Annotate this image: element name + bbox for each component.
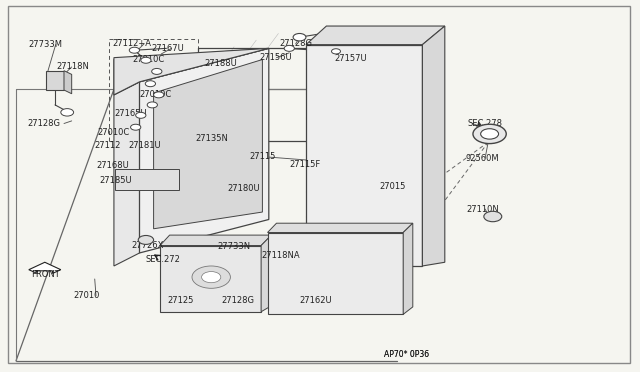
Text: AP70* 0P36: AP70* 0P36 [384,350,429,359]
Text: 27167U: 27167U [152,44,184,53]
Text: 27188U: 27188U [205,59,237,68]
Circle shape [145,81,156,87]
Text: 27110N: 27110N [466,205,499,214]
Text: 27010: 27010 [74,291,100,300]
Polygon shape [403,223,413,314]
Text: 27010C: 27010C [97,128,129,137]
Text: 27185U: 27185U [99,176,132,185]
Text: 27181U: 27181U [128,141,161,150]
Text: 27010C: 27010C [132,55,164,64]
Polygon shape [268,223,413,232]
Text: 92560M: 92560M [466,154,500,163]
Text: FRONT: FRONT [31,270,60,279]
Polygon shape [268,232,403,314]
Circle shape [202,272,221,283]
Circle shape [152,68,162,74]
Text: 27165U: 27165U [114,109,147,118]
Circle shape [147,102,157,108]
Text: 27112: 27112 [95,141,121,150]
Text: 27733N: 27733N [218,242,251,251]
Polygon shape [306,26,445,45]
Text: 27112+A: 27112+A [112,39,151,48]
Polygon shape [46,71,64,90]
Text: 27168U: 27168U [96,161,129,170]
Polygon shape [114,48,269,95]
Polygon shape [115,169,179,190]
Text: 27180U: 27180U [228,185,260,193]
Polygon shape [160,235,271,246]
Circle shape [136,112,146,118]
Text: 27010C: 27010C [140,90,172,99]
Text: 27162U: 27162U [300,296,332,305]
Circle shape [284,45,294,51]
Circle shape [129,47,140,53]
Text: 27135N: 27135N [196,134,228,143]
Polygon shape [154,60,262,229]
Text: SEC.272: SEC.272 [146,255,180,264]
Polygon shape [29,262,61,273]
Polygon shape [160,246,261,312]
Text: 27733M: 27733M [29,40,63,49]
Text: 27128G: 27128G [221,296,255,305]
Polygon shape [261,235,271,312]
Text: 27157U: 27157U [334,54,367,63]
Text: 27015: 27015 [380,182,406,191]
Text: 27128G: 27128G [28,119,61,128]
Text: 27156U: 27156U [260,53,292,62]
Polygon shape [114,82,140,266]
Polygon shape [422,26,445,266]
Text: 27118NA: 27118NA [261,251,300,260]
Circle shape [192,266,230,288]
Circle shape [481,129,499,139]
Circle shape [293,33,306,41]
Text: AP70* 0P36: AP70* 0P36 [384,350,429,359]
Circle shape [131,124,141,130]
Circle shape [61,109,74,116]
Text: 27115: 27115 [250,153,276,161]
Circle shape [332,49,340,54]
Text: 27128G: 27128G [279,39,312,48]
Text: 27118N: 27118N [56,62,89,71]
Polygon shape [64,71,72,94]
Circle shape [154,92,164,98]
Polygon shape [306,45,422,266]
Polygon shape [140,48,269,253]
FancyBboxPatch shape [8,6,630,363]
Circle shape [138,235,154,244]
Text: 27115F: 27115F [289,160,321,169]
Text: SEC.278: SEC.278 [467,119,502,128]
Text: 27726X: 27726X [132,241,164,250]
Polygon shape [114,48,269,95]
Circle shape [141,57,151,63]
Circle shape [484,211,502,222]
Circle shape [473,124,506,144]
Text: 27125: 27125 [168,296,194,305]
